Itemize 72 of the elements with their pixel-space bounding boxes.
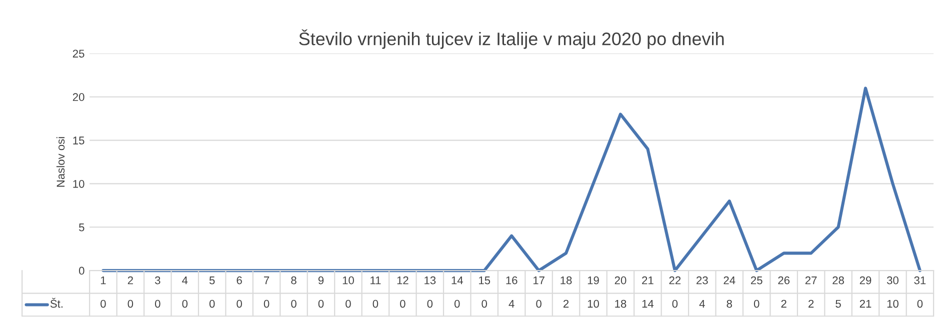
data-label: 4 xyxy=(699,300,705,308)
x-tick-label: 17 xyxy=(533,276,544,284)
line-series xyxy=(102,86,922,272)
x-tick-label: 19 xyxy=(588,276,599,284)
data-label: 2 xyxy=(781,300,786,308)
data-label: 0 xyxy=(318,300,324,308)
x-tick-label: 21 xyxy=(642,276,654,284)
data-label: 0 xyxy=(372,300,378,308)
data-label: 0 xyxy=(346,300,351,308)
data-label: 0 xyxy=(427,300,433,308)
x-tick-label: 25 xyxy=(750,276,762,284)
x-tick-label: 28 xyxy=(832,276,844,284)
x-tick-label: 3 xyxy=(154,276,160,284)
data-label: 0 xyxy=(291,300,296,308)
data-label: 4 xyxy=(508,300,514,308)
x-tick-label: 29 xyxy=(860,276,872,284)
x-tick-label: 7 xyxy=(264,276,270,284)
data-label: 0 xyxy=(400,300,406,308)
x-tick-label: 22 xyxy=(669,276,681,284)
x-tick-label: 30 xyxy=(886,276,898,284)
x-tick-label: 8 xyxy=(291,276,296,284)
data-label: 21 xyxy=(860,300,872,308)
x-tick-label: 16 xyxy=(506,276,518,284)
x-tick-label: 12 xyxy=(397,276,408,284)
x-tick-label: 2 xyxy=(128,276,133,284)
data-label: 0 xyxy=(264,300,270,308)
y-tick-label: 25 xyxy=(72,50,84,58)
data-label: 5 xyxy=(836,300,841,308)
y-tick-label: 10 xyxy=(73,180,84,188)
x-tick-label: 14 xyxy=(452,276,463,284)
x-tick-label: 23 xyxy=(696,276,708,284)
chart-title: Število vrnjenih tujcev iz Italije v maju 2020 po dnevih xyxy=(299,29,724,49)
data-label: 0 xyxy=(154,300,160,308)
y-axis-title: Naslov osi xyxy=(56,137,65,187)
x-tick-label: 27 xyxy=(805,276,817,284)
data-label: 0 xyxy=(128,300,134,308)
data-label: 2 xyxy=(808,300,814,308)
x-tick-label: 20 xyxy=(614,276,626,284)
data-label: 0 xyxy=(454,300,460,308)
legend-label: Št. xyxy=(50,298,62,308)
y-tick-label: 15 xyxy=(73,136,84,144)
x-tick-label: 1 xyxy=(100,276,106,284)
data-label: 0 xyxy=(754,300,760,308)
data-label: 0 xyxy=(917,300,923,308)
data-label: 0 xyxy=(482,300,488,308)
y-tick-label: 0 xyxy=(78,266,84,275)
x-tick-label: 4 xyxy=(182,276,188,284)
x-tick-label: 11 xyxy=(370,276,381,284)
data-label: 0 xyxy=(209,300,215,308)
data-label: 18 xyxy=(615,300,626,308)
x-tick-label: 6 xyxy=(236,276,242,284)
data-label: 0 xyxy=(236,300,242,308)
data-label: 14 xyxy=(642,300,654,308)
y-tick-label: 20 xyxy=(72,93,84,102)
data-label: 0 xyxy=(100,300,106,308)
y-tick-label: 5 xyxy=(78,224,84,232)
data-label: 0 xyxy=(672,300,678,308)
x-tick-label: 24 xyxy=(724,276,736,284)
x-tick-label: 31 xyxy=(914,276,926,284)
x-tick-label: 10 xyxy=(342,276,354,284)
data-label: 8 xyxy=(726,300,732,308)
data-label: 10 xyxy=(887,300,898,308)
x-tick-label: 5 xyxy=(209,276,215,284)
data-label: 10 xyxy=(588,300,599,308)
data-label: 0 xyxy=(182,300,188,308)
x-tick-label: 18 xyxy=(560,276,572,284)
data-label: 2 xyxy=(564,300,569,308)
x-tick-label: 26 xyxy=(778,276,790,284)
x-tick-label: 9 xyxy=(318,276,324,284)
x-tick-label: 15 xyxy=(479,276,490,284)
x-tick-label: 13 xyxy=(424,276,436,284)
data-label: 0 xyxy=(536,300,542,308)
